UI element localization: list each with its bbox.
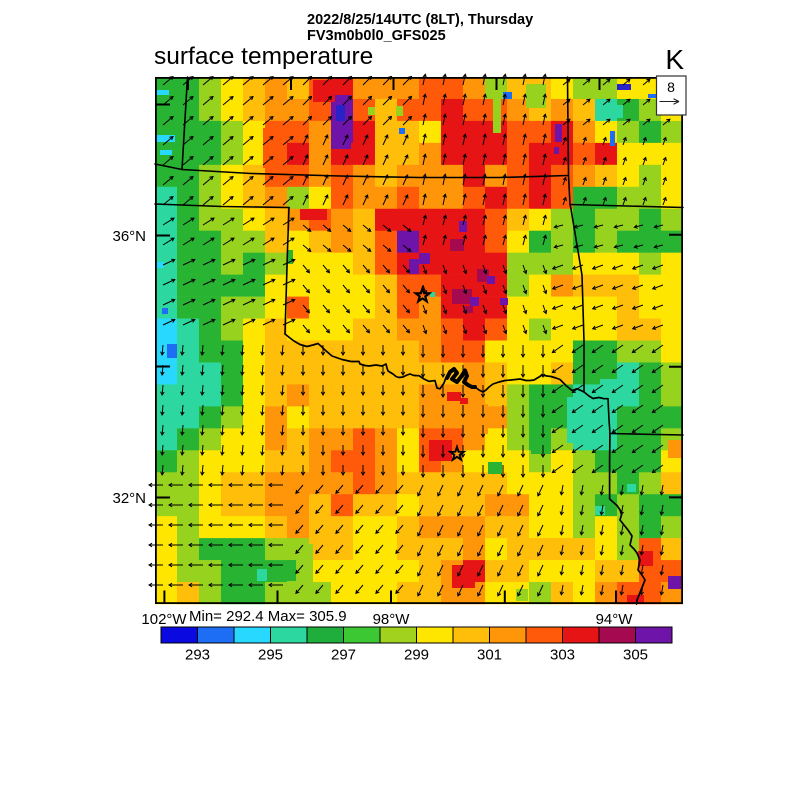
svg-text:301: 301	[477, 647, 502, 664]
svg-text:295: 295	[258, 647, 283, 664]
svg-text:297: 297	[331, 647, 356, 664]
svg-text:8: 8	[667, 79, 675, 95]
svg-text:305: 305	[623, 647, 648, 664]
svg-text:293: 293	[185, 647, 210, 664]
svg-text:303: 303	[550, 647, 575, 664]
svg-text:299: 299	[404, 647, 429, 664]
